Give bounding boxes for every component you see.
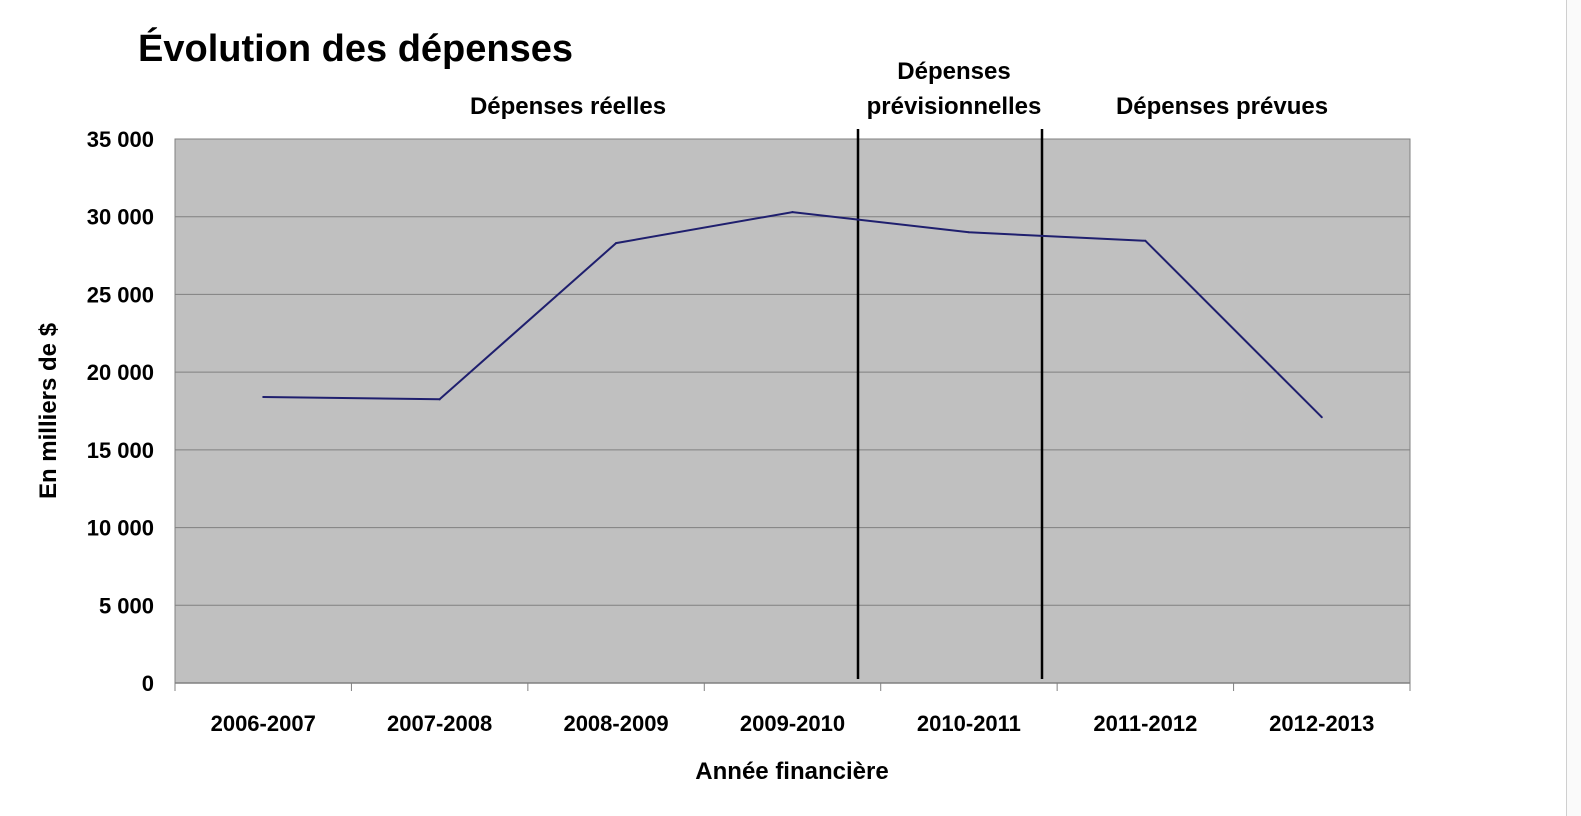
data-point [262, 396, 265, 399]
data-point [791, 211, 794, 214]
x-tick-label: 2012-2013 [1269, 711, 1374, 736]
region-label-planned: Dépenses prévues [1116, 93, 1328, 120]
region-label-forecast-line-2: prévisionnelles [867, 93, 1042, 120]
region-label-actual: Dépenses réelles [470, 93, 666, 120]
y-tick-label: 20 000 [87, 360, 154, 385]
x-tick-label: 2007-2008 [387, 711, 492, 736]
gridlines [175, 138, 1410, 606]
y-tick-label: 10 000 [87, 516, 154, 541]
data-point [1320, 416, 1323, 419]
data-point [1144, 239, 1147, 242]
x-tick-label: 2008-2009 [563, 711, 668, 736]
y-tick-label: 0 [142, 671, 154, 696]
x-tick-labels: 2006-2007 2007-2008 2008-2009 2009-2010 2010… [211, 711, 1375, 736]
window-edge [1566, 0, 1581, 816]
y-tick-labels: 0 5 000 10 000 15 000 20 000 25 000 30 000 35 0… [87, 127, 154, 696]
y-tick-label: 30 000 [87, 205, 154, 230]
y-tick-label: 5 000 [99, 593, 154, 618]
data-point [615, 242, 618, 245]
x-tick-label: 2010-2011 [917, 711, 1021, 736]
y-tick-label: 35 000 [87, 127, 154, 152]
region-label-forecast-line-1: Dépenses [897, 58, 1010, 85]
data-point [967, 231, 970, 234]
x-axis-label: Année financière [695, 758, 888, 785]
y-tick-label: 15 000 [87, 438, 154, 463]
x-tick-marks [174, 683, 1411, 691]
chart-title: Évolution des dépenses [138, 26, 573, 70]
y-axis-label: En milliers de $ [35, 322, 62, 499]
data-point [438, 398, 441, 401]
series-points [262, 211, 1323, 419]
x-tick-label: 2011-2012 [1093, 711, 1197, 736]
x-tick-label: 2006-2007 [211, 711, 316, 736]
plot-area [174, 138, 1411, 684]
y-tick-label: 25 000 [87, 282, 154, 307]
x-tick-label: 2009-2010 [740, 711, 845, 736]
